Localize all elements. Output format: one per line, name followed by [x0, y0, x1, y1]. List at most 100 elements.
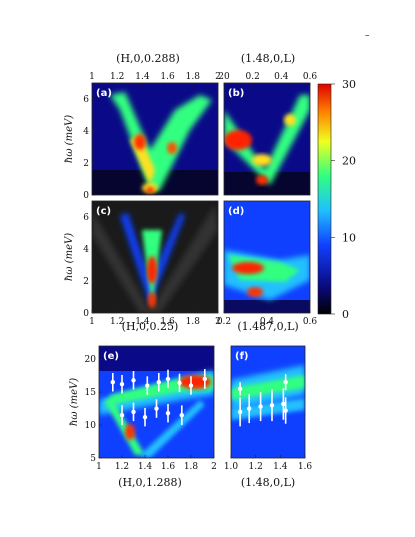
- xtick-label-c: 1: [89, 317, 95, 327]
- panel-label-b: (b): [228, 88, 244, 99]
- data-point: [283, 380, 288, 385]
- ylabel-panel-c: ħω (meV): [64, 233, 75, 281]
- ytick-label-e: 10: [85, 421, 97, 431]
- panel-a-heatmap: [92, 92, 218, 195]
- ytick-label-a: 0: [83, 191, 89, 201]
- data-point: [179, 412, 184, 418]
- corner-mark: –: [365, 31, 370, 41]
- data-point: [131, 409, 136, 415]
- xtick-label-e: 2: [211, 462, 217, 472]
- title-panel-a: (H,0,0.288): [116, 52, 180, 65]
- xtick-label-c: 2: [215, 317, 221, 327]
- xtick-label-f: 1.2: [249, 462, 263, 472]
- ytick-label-a: 6: [83, 95, 89, 105]
- ytick-label-a: 2: [83, 159, 89, 169]
- data-point: [283, 408, 288, 413]
- ytick-label-e: 20: [85, 355, 97, 365]
- ylabel-panel-e: ħω (meV): [69, 378, 80, 426]
- colorbar-ticks: 30 20 10 0: [331, 78, 356, 321]
- panel-a: (a): [91, 82, 219, 196]
- xtick-label-f: 1.4: [273, 462, 288, 472]
- data-point: [156, 380, 161, 385]
- ytick-label-e: 15: [85, 388, 97, 398]
- xtick-label-b: 0.2: [246, 72, 260, 82]
- panel-c: (c): [91, 200, 219, 314]
- ytick-label-e: 5: [90, 454, 96, 464]
- panel-e-points: [110, 369, 207, 427]
- xtick-label-a: 1.2: [110, 72, 124, 82]
- data-point: [237, 409, 243, 415]
- data-point: [281, 401, 286, 407]
- title-panel-b: (1.48,0,L): [241, 52, 295, 65]
- data-point: [237, 386, 243, 392]
- ytick-label-a: 4: [83, 127, 89, 137]
- xtick-label-a: 1.8: [186, 72, 201, 82]
- xtick-label-f: 1.0: [224, 462, 239, 472]
- data-point: [177, 380, 182, 386]
- panel-label-f: (f): [235, 351, 249, 362]
- panel-label-a: (a): [96, 88, 112, 99]
- data-point: [165, 411, 171, 416]
- panel-e: (e): [98, 345, 215, 459]
- colorbar-tick-label: 20: [342, 155, 356, 168]
- xtick-label-c: 1.6: [160, 317, 175, 327]
- panel-label-d: (d): [228, 206, 244, 217]
- xtick-label-c: 1.2: [110, 317, 124, 327]
- data-point: [131, 378, 136, 383]
- title-panel-e: (H,0,1.288): [118, 476, 182, 489]
- colorbar-tick-label: 30: [342, 78, 356, 91]
- panel-c-heatmap: [92, 205, 218, 313]
- xtick-label-e: 1.4: [138, 462, 153, 472]
- ytick-label-c: 4: [83, 245, 89, 255]
- ylabel-panel-a: ħω (meV): [64, 115, 75, 163]
- xtick-label-a: 1.4: [135, 72, 150, 82]
- xtick-label-e: 1.2: [115, 462, 129, 472]
- xtick-label-d: 0.2: [217, 317, 231, 327]
- xtick-label-d: 0.4: [260, 317, 275, 327]
- data-point: [119, 412, 125, 418]
- colorbar-tick-label: 10: [342, 231, 356, 244]
- xtick-label-b: 0.4: [274, 72, 289, 82]
- data-point: [188, 383, 194, 388]
- xtick-label-e: 1.6: [161, 462, 176, 472]
- xtick-label-d: 0.6: [303, 317, 318, 327]
- panel-b: (b): [223, 82, 311, 196]
- title-panel-d: (1.487,0,L): [237, 320, 298, 333]
- data-point: [110, 380, 116, 385]
- panel-f-points: [237, 374, 288, 427]
- panel-b-heatmap: [224, 95, 310, 195]
- xtick-label-a: 2: [215, 72, 221, 82]
- panel-label-e: (e): [103, 351, 119, 362]
- xtick-label-a: 1: [89, 72, 95, 82]
- panel-d-heatmap: [224, 250, 310, 313]
- xtick-label-e: 1: [96, 462, 102, 472]
- title-panel-f: (1.48,0,L): [241, 476, 295, 489]
- data-point: [247, 406, 252, 411]
- data-point: [165, 376, 171, 382]
- data-point: [145, 383, 150, 388]
- xtick-label-b: 0.6: [303, 72, 318, 82]
- data-point: [258, 404, 263, 409]
- data-point: [269, 403, 275, 408]
- xtick-label-e: 1.8: [184, 462, 199, 472]
- xtick-label-a: 1.6: [160, 72, 175, 82]
- panel-f: (f): [230, 345, 306, 459]
- data-point: [142, 414, 148, 420]
- xtick-label-b: 20: [218, 72, 230, 82]
- data-point: [154, 406, 159, 411]
- ytick-label-c: 2: [83, 277, 89, 287]
- ytick-label-c: 6: [83, 213, 89, 223]
- data-point: [202, 376, 207, 382]
- ytick-label-c: 0: [83, 309, 89, 319]
- panel-d: (d): [223, 200, 311, 314]
- panel-e-heatmap: [99, 346, 214, 458]
- title-panel-c: (H,0,0.25): [122, 320, 179, 333]
- data-point: [119, 382, 125, 387]
- panel-label-c: (c): [96, 206, 111, 217]
- colorbar-tick-label: 0: [342, 308, 349, 321]
- xtick-label-c: 1.4: [135, 317, 150, 327]
- colorbar: 30 20 10 0: [317, 78, 356, 321]
- xtick-label-f: 1.6: [298, 462, 313, 472]
